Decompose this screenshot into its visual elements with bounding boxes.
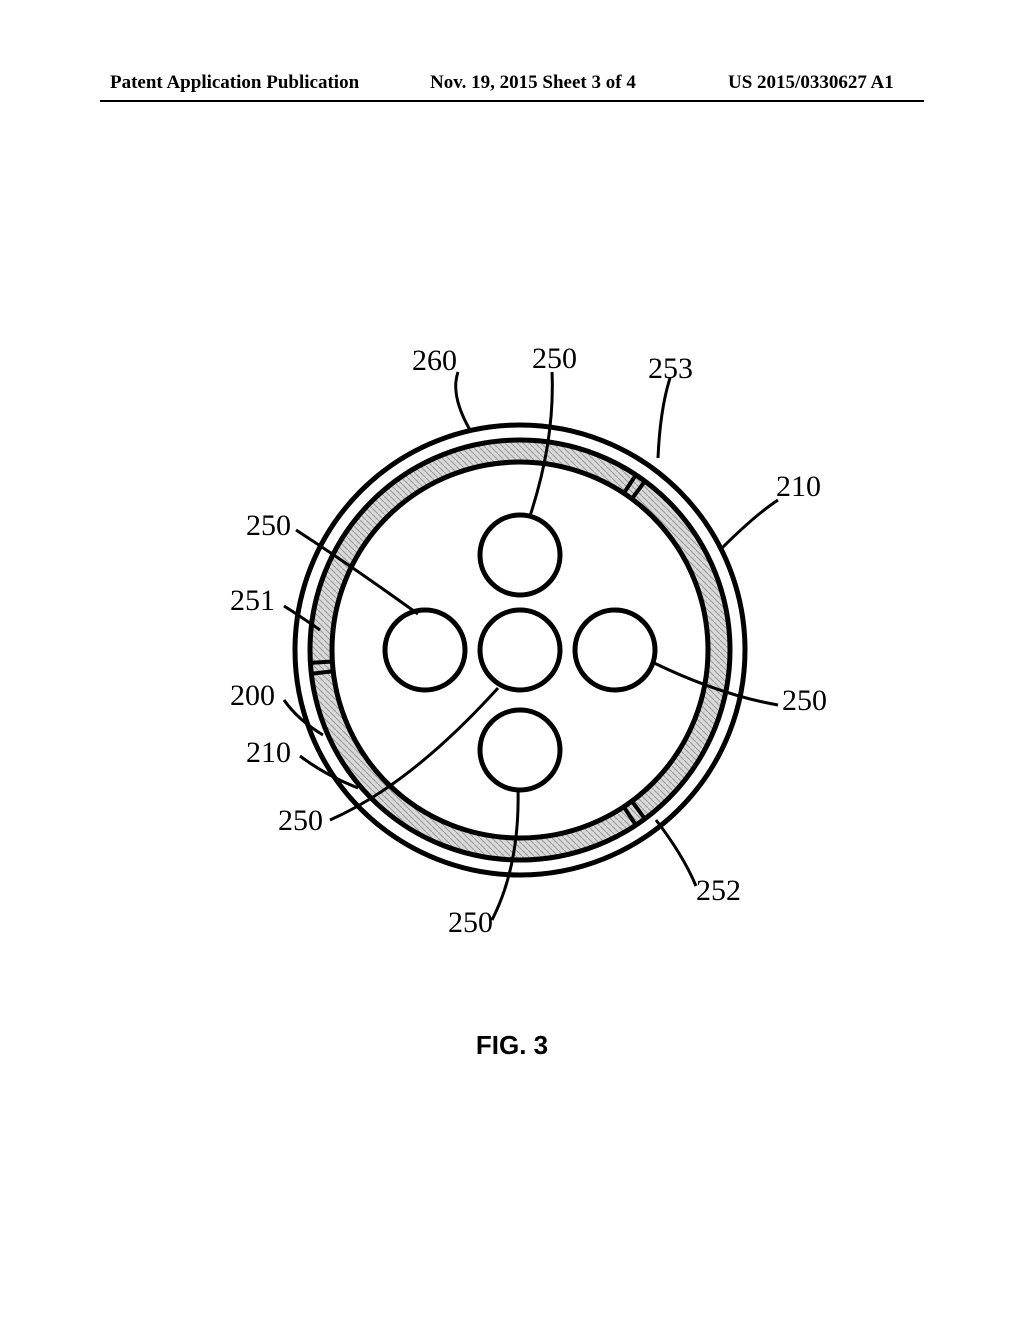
header-rule [100, 100, 924, 102]
ref-label-250-11: 250 [448, 906, 493, 939]
inner-circle-1 [480, 515, 560, 595]
notch-251 [310, 661, 332, 662]
inner-circle-2 [575, 610, 655, 690]
header-left: Patent Application Publication [110, 72, 359, 94]
ref-label-251-5: 251 [230, 584, 275, 617]
figure-caption: FIG. 3 [0, 1030, 1024, 1061]
leader-0 [456, 372, 470, 430]
header-center: Nov. 19, 2015 Sheet 3 of 4 [430, 72, 636, 94]
ref-label-253-2: 253 [648, 352, 693, 385]
inner-circle-4 [385, 610, 465, 690]
leader-10 [656, 820, 696, 886]
figure-svg: 260 250 253 210 250 251 250 200 210 250 252 250 [180, 310, 860, 990]
inner-circle-0 [480, 610, 560, 690]
ref-label-250-6: 250 [782, 684, 827, 717]
ref-label-200-7: 200 [230, 679, 275, 712]
ref-label-250-1: 250 [532, 342, 577, 375]
ref-label-250-4: 250 [246, 509, 291, 542]
patent-page: Patent Application Publication Nov. 19, … [0, 0, 1024, 1320]
ref-label-252-10: 252 [696, 874, 741, 907]
inner-circle-3 [480, 710, 560, 790]
page-header: Patent Application Publication Nov. 19, … [0, 72, 1024, 102]
figure-3: 260 250 253 210 250 251 250 200 210 250 252 250 [180, 310, 860, 990]
notch-251 [311, 671, 333, 673]
ref-label-250-9: 250 [278, 804, 323, 837]
leader-2 [658, 378, 670, 458]
header-right: US 2015/0330627 A1 [728, 72, 894, 94]
ref-label-210-8: 210 [246, 736, 291, 769]
leader-3 [720, 500, 778, 550]
ref-label-260-0: 260 [412, 344, 457, 377]
ref-label-210-3: 210 [776, 470, 821, 503]
